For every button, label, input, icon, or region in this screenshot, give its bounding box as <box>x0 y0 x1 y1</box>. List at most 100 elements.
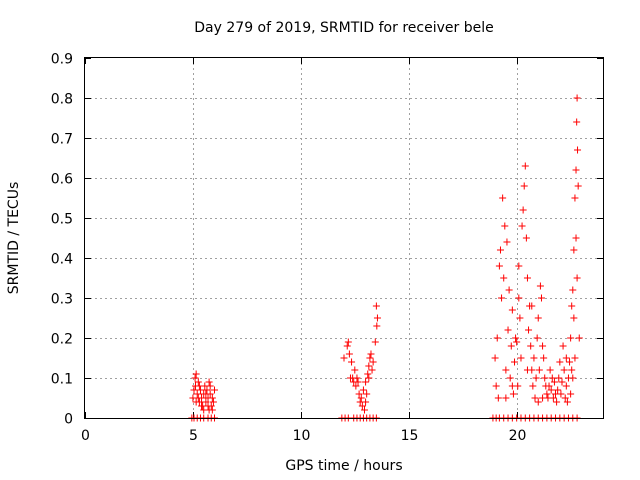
data-point <box>373 322 381 330</box>
data-point <box>506 374 514 382</box>
data-point <box>355 390 363 398</box>
data-point <box>569 286 577 294</box>
data-point <box>572 234 580 242</box>
data-point <box>573 274 581 282</box>
data-point <box>190 386 198 394</box>
data-point <box>194 378 202 386</box>
data-point <box>362 398 370 406</box>
data-point <box>537 294 545 302</box>
data-point <box>571 194 579 202</box>
data-point <box>553 398 561 406</box>
data-point <box>568 302 576 310</box>
data-point <box>366 354 374 362</box>
data-point <box>574 182 582 190</box>
data-point <box>358 402 366 410</box>
data-point <box>521 162 529 170</box>
data-point <box>502 394 510 402</box>
data-point <box>534 314 542 322</box>
y-tick-label: 0.8 <box>51 92 73 108</box>
data-point <box>364 370 372 378</box>
data-point <box>204 402 212 410</box>
data-point <box>545 382 553 390</box>
data-point <box>527 342 535 350</box>
data-point <box>496 246 504 254</box>
data-point <box>523 366 531 374</box>
data-point <box>498 294 506 302</box>
data-point <box>561 394 569 402</box>
data-point <box>555 374 563 382</box>
data-point <box>566 358 574 366</box>
data-point <box>546 366 554 374</box>
data-point <box>344 338 352 346</box>
data-point <box>571 354 579 362</box>
x-tick-label: 10 <box>293 428 311 444</box>
y-tick-label: 0.5 <box>51 212 73 228</box>
data-point <box>573 94 581 102</box>
data-point <box>368 366 376 374</box>
data-point <box>192 398 200 406</box>
data-point <box>191 374 199 382</box>
y-axis: 0 0.1 0.2 0.3 0.4 0.5 0.6 0.7 0.8 0.9 <box>51 52 603 428</box>
data-point <box>543 390 551 398</box>
data-point <box>371 338 379 346</box>
data-point <box>192 370 200 378</box>
data-point <box>206 382 214 390</box>
data-point <box>516 314 524 322</box>
data-point <box>357 394 365 402</box>
data-point <box>549 394 557 402</box>
data-point <box>540 354 548 362</box>
data-point <box>512 334 520 342</box>
data-point <box>547 386 555 394</box>
x-tick-label: 5 <box>189 428 198 444</box>
data-point <box>559 342 567 350</box>
data-point <box>501 222 509 230</box>
data-point <box>208 394 216 402</box>
y-tick-label: 0.2 <box>51 332 73 348</box>
y-axis-label: SRMTID / TECUs <box>6 182 22 295</box>
data-point <box>205 406 213 414</box>
y-tick-label: 0.4 <box>51 252 73 268</box>
x-axis: 0 5 10 15 20 <box>81 58 526 444</box>
data-point <box>534 398 542 406</box>
data-point <box>539 342 547 350</box>
data-point <box>570 246 578 254</box>
data-point <box>531 394 539 402</box>
data-point <box>535 366 543 374</box>
data-point <box>193 390 201 398</box>
data-point <box>520 182 528 190</box>
data-point <box>570 314 578 322</box>
data-point <box>539 394 547 402</box>
data-point <box>509 390 517 398</box>
data-point <box>525 326 533 334</box>
data-point <box>536 282 544 290</box>
data-point <box>198 402 206 410</box>
y-tick-label: 0.7 <box>51 132 73 148</box>
data-point <box>365 362 373 370</box>
data-point <box>522 234 530 242</box>
data-point <box>351 366 359 374</box>
data-point <box>499 194 507 202</box>
data-point <box>548 374 556 382</box>
x-tick-label: 0 <box>81 428 90 444</box>
data-point <box>556 358 564 366</box>
data-point <box>573 118 581 126</box>
y-tick-label: 0.6 <box>51 172 73 188</box>
data-point <box>495 262 503 270</box>
data-point <box>533 334 541 342</box>
data-point <box>203 386 211 394</box>
data-point <box>504 326 512 334</box>
data-point <box>372 302 380 310</box>
data-point <box>354 378 362 386</box>
data-point <box>568 366 576 374</box>
data-point <box>359 386 367 394</box>
data-point <box>560 366 568 374</box>
data-point <box>532 374 540 382</box>
data-point <box>491 354 499 362</box>
data-point <box>205 378 213 386</box>
data-point <box>550 378 558 386</box>
data-point <box>195 382 203 390</box>
data-point <box>523 274 531 282</box>
data-point <box>365 374 373 382</box>
data-point <box>349 374 357 382</box>
